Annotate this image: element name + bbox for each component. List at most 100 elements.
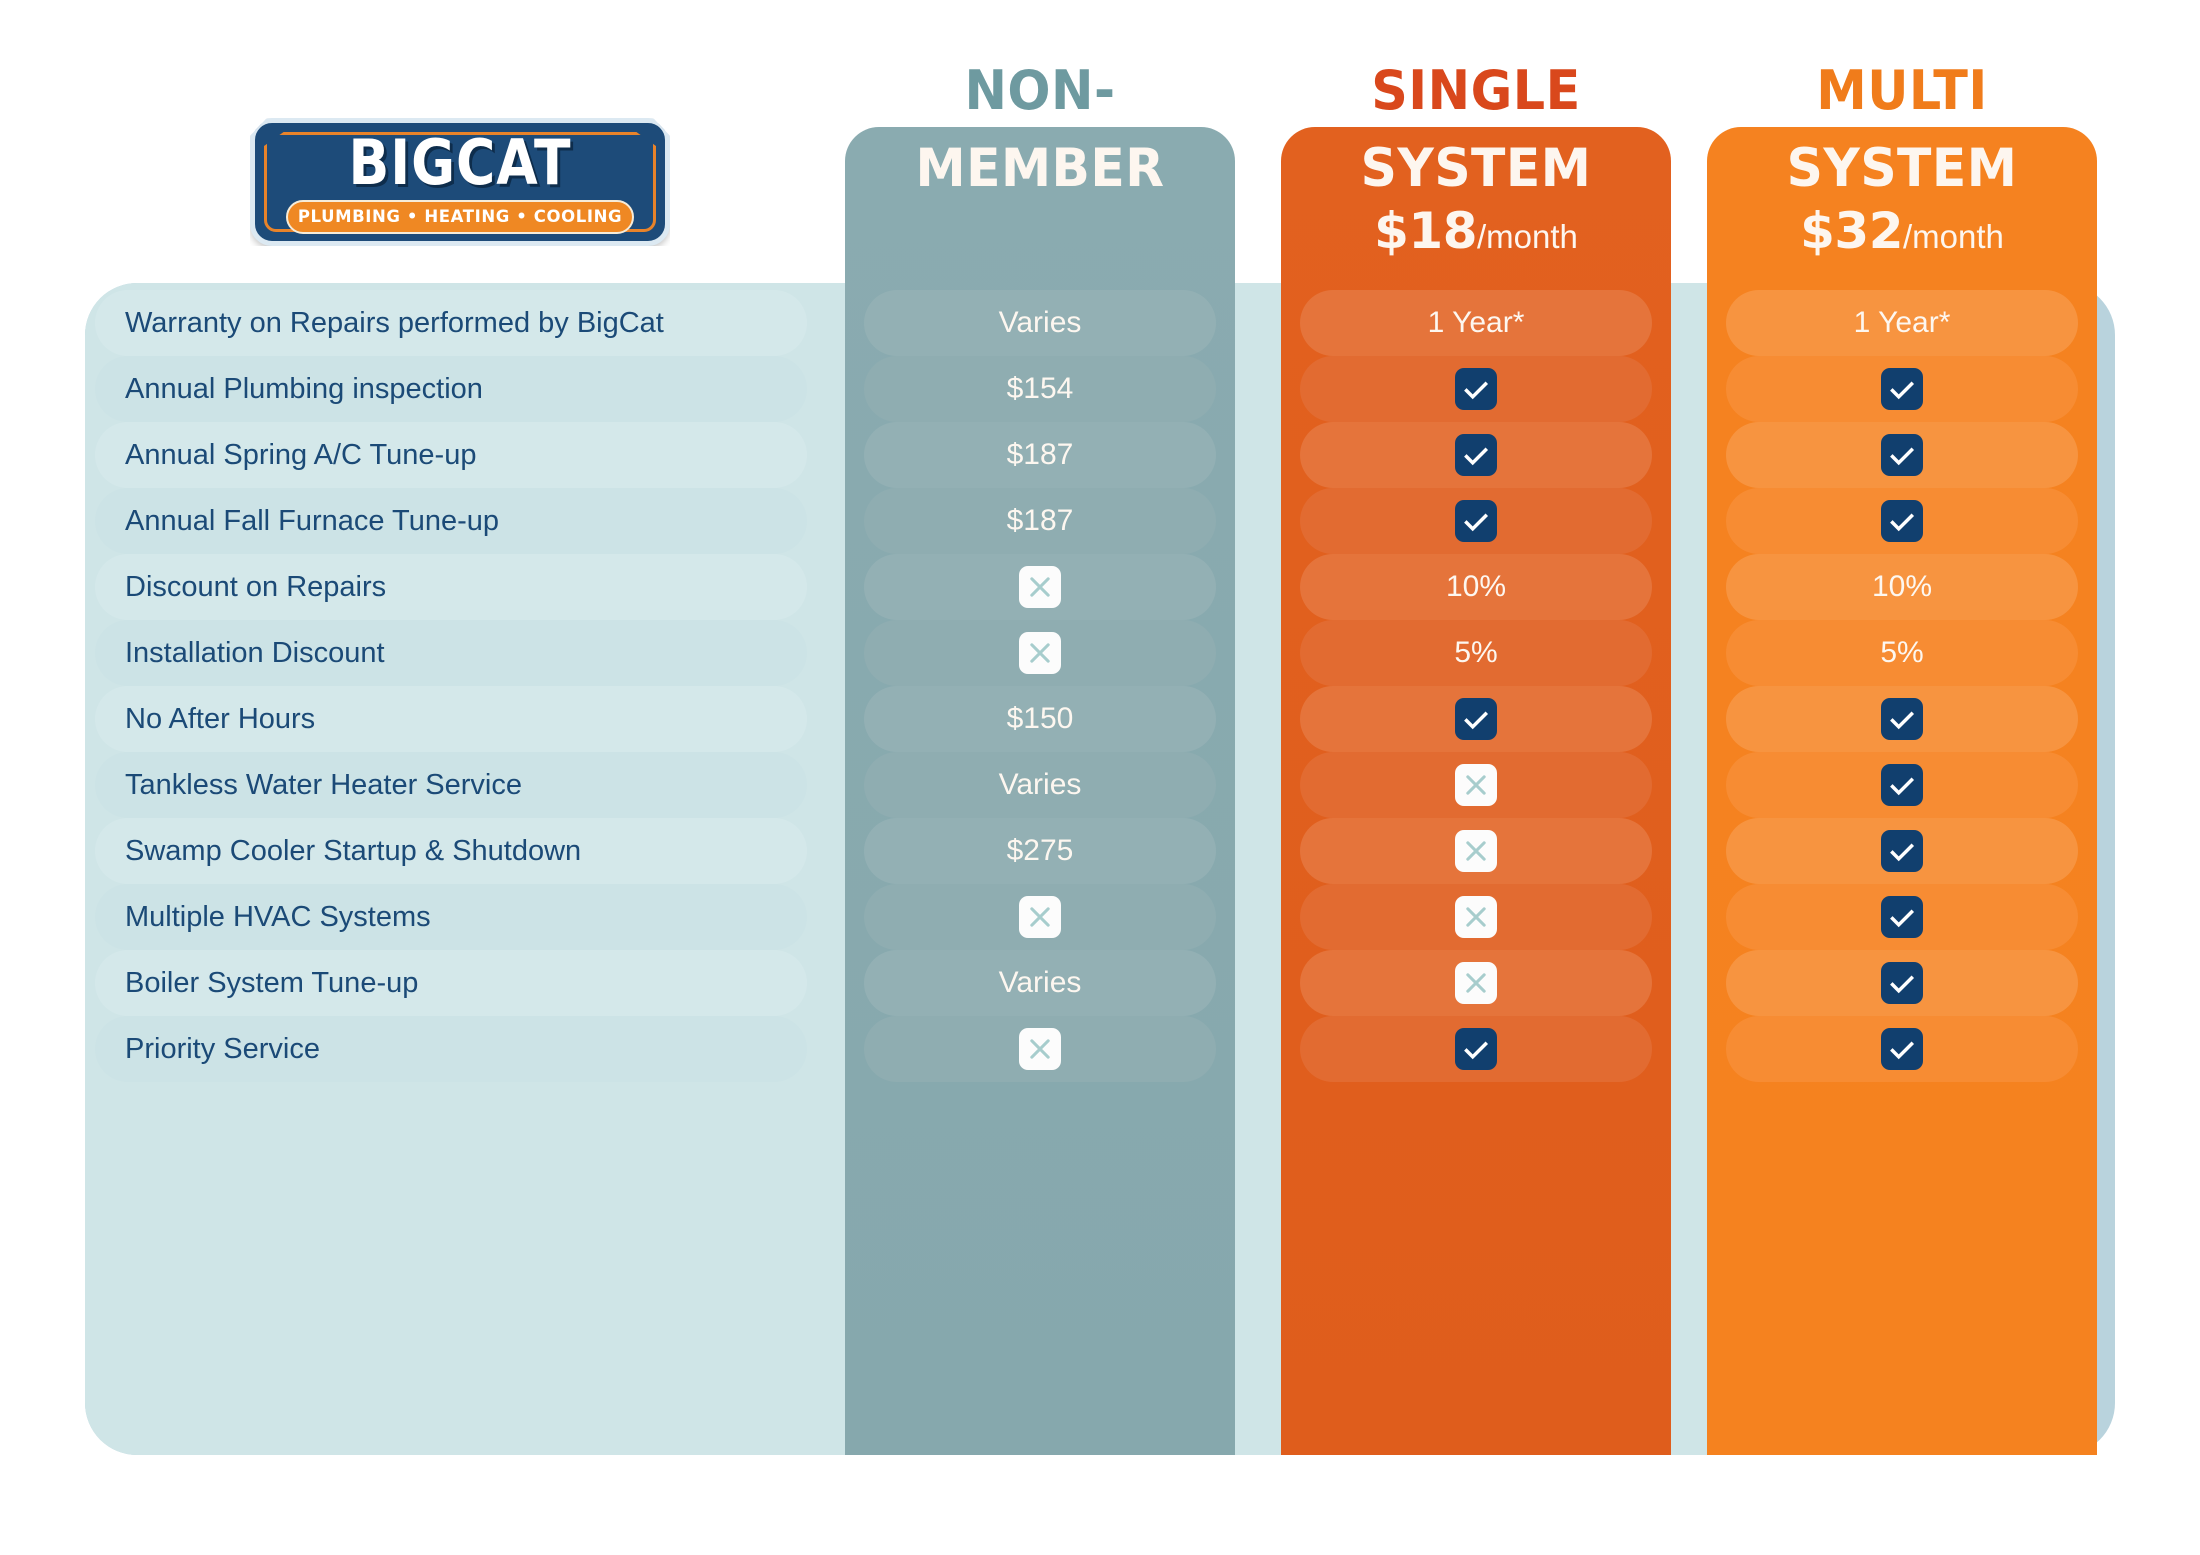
- table-row: 1 Year*: [1300, 290, 1652, 356]
- column-single-price: $18/month: [1281, 206, 1671, 256]
- feature-label: No After Hours: [125, 702, 316, 735]
- table-row: $275: [864, 818, 1216, 884]
- check-icon: [1881, 368, 1923, 410]
- table-row: 5%: [1300, 620, 1652, 686]
- table-row: [1300, 1016, 1652, 1082]
- feature-row: Priority Service: [95, 1016, 807, 1082]
- table-row: [1300, 818, 1652, 884]
- feature-list: Warranty on Repairs performed by BigCat A…: [95, 290, 815, 1082]
- table-row: [1726, 950, 2078, 1016]
- cell-value: $275: [1006, 834, 1074, 867]
- check-icon: [1455, 698, 1497, 740]
- cell-value: Varies: [998, 966, 1082, 999]
- check-icon: [1881, 896, 1923, 938]
- column-multi-price-period: /month: [1902, 217, 2004, 255]
- check-icon: [1455, 434, 1497, 476]
- column-nonmember-header: MEMBER: [845, 127, 1235, 197]
- table-row: [1300, 884, 1652, 950]
- check-icon: [1455, 500, 1497, 542]
- feature-label: Annual Fall Furnace Tune-up: [125, 504, 499, 537]
- feature-label: Discount on Repairs: [125, 570, 387, 603]
- table-row: [1726, 356, 2078, 422]
- feature-row: Tankless Water Heater Service: [95, 752, 807, 818]
- x-icon: [1019, 1028, 1061, 1070]
- column-single-price-period: /month: [1476, 217, 1578, 255]
- cell-value: 1 Year*: [1853, 306, 1951, 339]
- column-multi-name: SYSTEM: [1786, 138, 2018, 199]
- feature-row: Swamp Cooler Startup & Shutdown: [95, 818, 807, 884]
- feature-row: Annual Fall Furnace Tune-up: [95, 488, 807, 554]
- table-row: [1300, 356, 1652, 422]
- table-row: 5%: [1726, 620, 2078, 686]
- feature-label: Installation Discount: [125, 636, 385, 669]
- table-row: Varies: [864, 752, 1216, 818]
- column-multi-price-amount: $32: [1800, 201, 1903, 260]
- logo-tagline: PLUMBING • HEATING • COOLING: [286, 200, 634, 234]
- values-single-system: 1 Year* 10% 5%: [1281, 290, 1671, 1082]
- table-row: $187: [864, 488, 1216, 554]
- values-multi-system: 1 Year* 10% 5%: [1707, 290, 2097, 1082]
- cell-value: $187: [1006, 438, 1074, 471]
- table-row: 10%: [1300, 554, 1652, 620]
- column-single-price-amount: $18: [1374, 201, 1477, 260]
- table-row: 10%: [1726, 554, 2078, 620]
- feature-label: Swamp Cooler Startup & Shutdown: [125, 834, 582, 867]
- table-row: $154: [864, 356, 1216, 422]
- table-row: [1726, 1016, 2078, 1082]
- x-icon: [1019, 566, 1061, 608]
- check-icon: [1881, 764, 1923, 806]
- table-row: [1726, 488, 2078, 554]
- bigcat-logo: BIGCAT PLUMBING • HEATING • COOLING: [250, 118, 670, 246]
- x-icon: [1455, 764, 1497, 806]
- cell-value: 5%: [1454, 636, 1498, 669]
- cell-value: $150: [1006, 702, 1074, 735]
- column-multi-price: $32/month: [1707, 206, 2097, 256]
- x-icon: [1455, 830, 1497, 872]
- table-row: [1300, 950, 1652, 1016]
- feature-label: Priority Service: [125, 1032, 320, 1065]
- feature-row: Discount on Repairs: [95, 554, 807, 620]
- table-row: [1726, 818, 2078, 884]
- table-row: [1300, 488, 1652, 554]
- table-row: [864, 884, 1216, 950]
- column-nonmember-toplabel: NON-: [964, 59, 1116, 122]
- cell-value: 5%: [1880, 636, 1924, 669]
- feature-label: Annual Spring A/C Tune-up: [125, 438, 477, 471]
- feature-row: Boiler System Tune-up: [95, 950, 807, 1016]
- check-icon: [1881, 830, 1923, 872]
- table-row: Varies: [864, 950, 1216, 1016]
- table-row: [864, 620, 1216, 686]
- logo-brand-text: BIGCAT: [348, 126, 572, 199]
- cell-value: $187: [1006, 504, 1074, 537]
- cell-value: $154: [1006, 372, 1074, 405]
- column-nonmember-name: MEMBER: [915, 138, 1165, 199]
- values-nonmember: Varies $154 $187 $187 $150 Varies $275 Varies: [845, 290, 1235, 1082]
- feature-row: Installation Discount: [95, 620, 807, 686]
- table-row: [1300, 686, 1652, 752]
- table-row: $150: [864, 686, 1216, 752]
- feature-row: Warranty on Repairs performed by BigCat: [95, 290, 807, 356]
- table-row: 1 Year*: [1726, 290, 2078, 356]
- column-multi-toplabel: MULTI: [1816, 59, 1988, 122]
- check-icon: [1881, 434, 1923, 476]
- table-row: [1300, 752, 1652, 818]
- table-row: [1726, 884, 2078, 950]
- table-row: [1726, 752, 2078, 818]
- table-row: $187: [864, 422, 1216, 488]
- column-multi-header: SYSTEM $32/month: [1707, 127, 2097, 256]
- feature-row: Annual Plumbing inspection: [95, 356, 807, 422]
- feature-label: Tankless Water Heater Service: [125, 768, 523, 801]
- x-icon: [1455, 896, 1497, 938]
- check-icon: [1455, 1028, 1497, 1070]
- x-icon: [1455, 962, 1497, 1004]
- cell-value: Varies: [998, 768, 1082, 801]
- table-row: [864, 1016, 1216, 1082]
- feature-row: Annual Spring A/C Tune-up: [95, 422, 807, 488]
- feature-label: Warranty on Repairs performed by BigCat: [125, 306, 664, 339]
- table-row: [864, 554, 1216, 620]
- check-icon: [1881, 698, 1923, 740]
- column-single-toplabel: SINGLE: [1371, 59, 1581, 122]
- table-row: [1300, 422, 1652, 488]
- x-icon: [1019, 632, 1061, 674]
